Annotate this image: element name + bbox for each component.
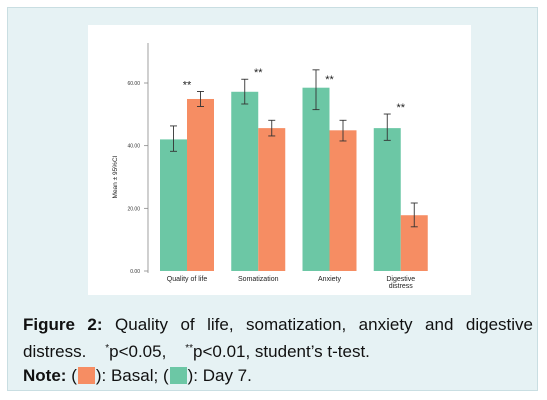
significance-mark: **	[183, 79, 192, 91]
figure-caption: Figure 2: Quality of life, somatization,…	[23, 313, 533, 388]
significance-mark: **	[325, 74, 334, 86]
p2-mark: **	[185, 343, 194, 354]
x-tick-label: Anxiety	[318, 276, 341, 283]
bar	[160, 139, 187, 271]
significance-mark: **	[254, 67, 263, 79]
x-tick-label: Digestive	[386, 276, 415, 283]
plot-panel: 0.00 20.00 40.00 60.00 Mean ± 95%CI Quality o…	[88, 25, 471, 295]
x-tick-label: Quality of life	[167, 276, 208, 283]
p1-mark: *	[105, 343, 110, 354]
bar	[258, 128, 286, 271]
bar	[231, 91, 259, 271]
figure-label: Figure 2:	[23, 315, 103, 334]
caption-line-1: Figure 2: Quality of life, somatization,…	[23, 313, 533, 364]
p1-text: p<0.05,	[109, 342, 167, 361]
significance-mark: **	[396, 102, 405, 114]
paren-open: (	[71, 366, 77, 385]
x-tick-label: distress	[389, 283, 414, 290]
caption-text: Quality of life, somatization, anxiety a…	[23, 315, 533, 361]
bar	[187, 98, 214, 271]
bar	[329, 130, 357, 271]
day7-label: ): Day 7.	[187, 366, 252, 385]
p2-text: p<0.01, student’s t-test.	[193, 342, 370, 361]
bar	[373, 128, 401, 271]
note-label: Note:	[23, 366, 67, 385]
x-tick-label: Somatization	[238, 276, 279, 283]
y-axis-title: Mean ± 95%CI	[112, 155, 119, 198]
figure-frame: 0.00 20.00 40.00 60.00 Mean ± 95%CI Quality o…	[7, 7, 538, 391]
y-tick-label: 40.00	[127, 144, 140, 150]
y-tick-label: 0.00	[130, 269, 140, 275]
y-tick-label: 20.00	[127, 206, 140, 212]
bar-chart: 0.00 20.00 40.00 60.00 Mean ± 95%CI Quality o…	[112, 43, 428, 290]
basal-swatch	[77, 367, 95, 384]
caption-note-line: Note: ( ): Basal; ( ): Day 7.	[23, 364, 533, 388]
basal-label: ): Basal; (	[95, 366, 169, 385]
y-tick-label: 60.00	[127, 81, 140, 87]
bar	[302, 87, 330, 271]
day7-swatch	[169, 367, 187, 384]
